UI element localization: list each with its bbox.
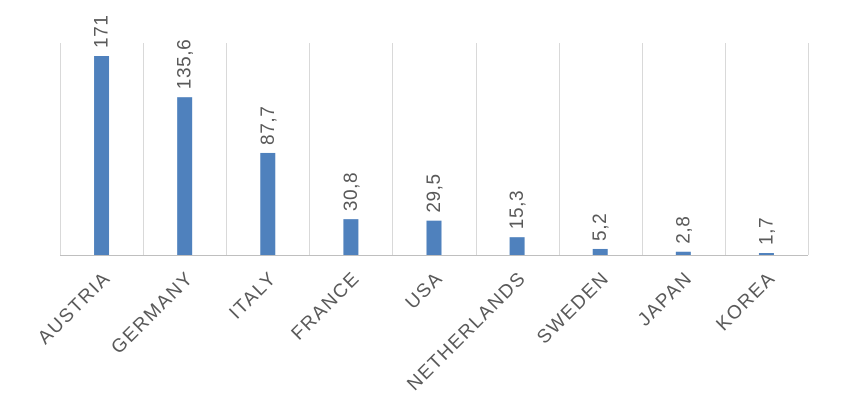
data-label: 30,8	[341, 172, 362, 211]
grid-lines	[60, 43, 809, 255]
data-label: 15,3	[507, 190, 528, 229]
bar-netherlands	[509, 237, 525, 255]
bars	[94, 56, 774, 255]
x-tick-label: FRANCE	[288, 268, 365, 345]
x-tick-label: ITALY	[225, 268, 281, 324]
bar-usa	[426, 220, 442, 255]
data-label: 5,2	[590, 213, 611, 241]
x-tick-label: GERMANY	[107, 268, 198, 359]
data-label: 135,6	[175, 39, 196, 90]
data-label: 87,7	[258, 106, 279, 145]
x-tick-label: USA	[402, 268, 448, 314]
bar-germany	[177, 97, 193, 255]
bar-france	[343, 219, 359, 255]
data-labels: 171 135,6 87,7 30,8 29,5 15,3 5,2 2,8 1,7	[92, 14, 778, 245]
x-tick-label: KOREA	[712, 268, 780, 336]
bar-korea	[758, 253, 774, 255]
data-label: 29,5	[424, 173, 445, 212]
x-tick-label: SWEDEN	[533, 268, 614, 349]
x-tick-label: JAPAN	[634, 268, 697, 331]
bar-italy	[260, 152, 276, 255]
bar-japan	[675, 251, 691, 255]
data-label: 2,8	[673, 216, 694, 244]
bar-austria	[94, 56, 110, 255]
x-tick-label: AUSTRIA	[34, 268, 115, 349]
data-label: 1,7	[756, 217, 777, 245]
bar-sweden	[592, 248, 608, 255]
data-label: 171	[92, 14, 113, 48]
